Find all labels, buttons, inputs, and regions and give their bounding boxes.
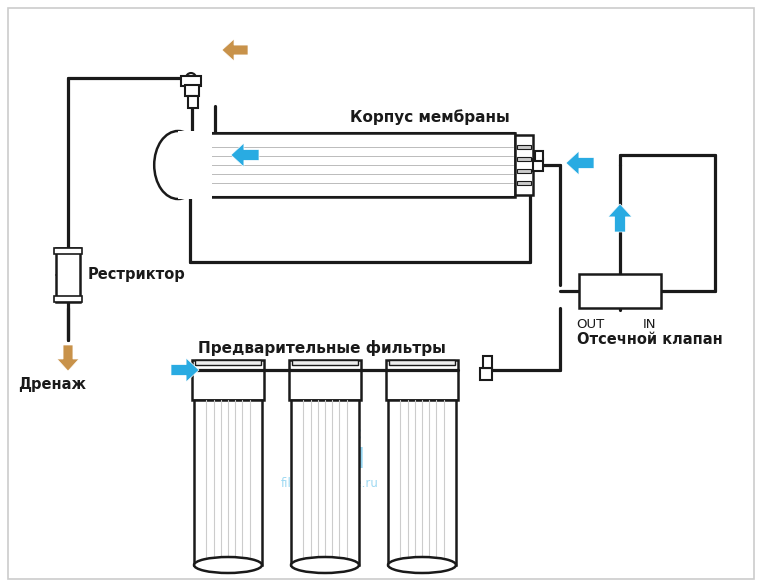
Text: Дренаж: Дренаж bbox=[18, 377, 86, 393]
Bar bbox=[579, 274, 661, 308]
Bar bbox=[54, 248, 82, 254]
Bar bbox=[56, 248, 80, 302]
Bar bbox=[194, 400, 262, 565]
Polygon shape bbox=[57, 345, 79, 371]
Bar bbox=[54, 296, 82, 302]
Bar bbox=[188, 96, 198, 108]
Bar bbox=[480, 368, 492, 380]
Text: СЕРВИС: СЕРВИС bbox=[299, 428, 361, 442]
Bar bbox=[517, 169, 531, 173]
Bar bbox=[178, 133, 515, 197]
Bar bbox=[388, 400, 456, 565]
Bar bbox=[535, 151, 543, 161]
Bar bbox=[178, 131, 212, 199]
Bar bbox=[185, 85, 199, 96]
Ellipse shape bbox=[194, 557, 262, 573]
Bar bbox=[483, 356, 492, 368]
Polygon shape bbox=[608, 204, 632, 232]
Ellipse shape bbox=[291, 557, 359, 573]
Polygon shape bbox=[231, 143, 259, 167]
Bar bbox=[292, 360, 358, 365]
Polygon shape bbox=[566, 151, 594, 175]
Text: filtercartridge.ru: filtercartridge.ru bbox=[281, 477, 379, 491]
Bar bbox=[181, 76, 201, 86]
Bar bbox=[195, 360, 261, 365]
Text: Корпус мембраны: Корпус мембраны bbox=[350, 109, 510, 125]
Text: OUT: OUT bbox=[576, 318, 604, 330]
Polygon shape bbox=[171, 358, 199, 382]
Text: Рестриктор: Рестриктор bbox=[88, 268, 186, 282]
Ellipse shape bbox=[388, 557, 456, 573]
Bar bbox=[389, 360, 455, 365]
Bar bbox=[192, 360, 264, 400]
Text: Предварительные фильтры: Предварительные фильтры bbox=[198, 340, 446, 356]
Text: Отсечной клапан: Отсечной клапан bbox=[577, 332, 723, 348]
Text: МЭН: МЭН bbox=[294, 446, 366, 474]
Circle shape bbox=[186, 73, 196, 83]
Bar bbox=[517, 145, 531, 149]
Bar bbox=[517, 157, 531, 161]
Text: IN: IN bbox=[642, 318, 656, 330]
Bar bbox=[515, 135, 533, 195]
Bar bbox=[517, 181, 531, 185]
Bar bbox=[533, 159, 543, 171]
Bar bbox=[291, 400, 359, 565]
Ellipse shape bbox=[154, 131, 202, 199]
Bar bbox=[386, 360, 458, 400]
Bar bbox=[289, 360, 361, 400]
Polygon shape bbox=[222, 39, 248, 61]
